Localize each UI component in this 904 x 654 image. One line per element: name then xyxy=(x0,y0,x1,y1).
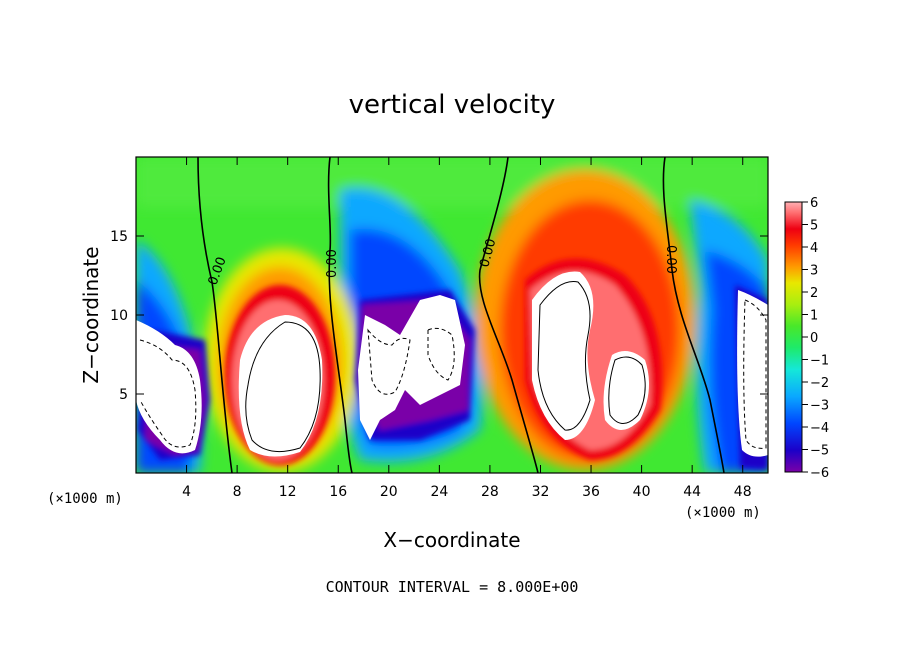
x-tick-label-1: 8 xyxy=(233,484,242,500)
colorbar-label-12: −6 xyxy=(810,466,829,481)
colorbar xyxy=(784,201,803,473)
colorbar-label-1: 5 xyxy=(810,219,818,234)
contour-label-1: 0.00 xyxy=(325,249,340,278)
colorbar-label-2: 4 xyxy=(810,241,818,256)
zero-contours xyxy=(197,157,725,473)
colorbar-label-7: −1 xyxy=(810,354,829,369)
x-tick-label-6: 28 xyxy=(481,484,499,500)
x-tick-label-3: 16 xyxy=(329,484,347,500)
colorbar-axis: 6 5 4 3 2 1 0 −1 −2 −3 −4 −5 −6 xyxy=(802,196,829,481)
colorbar-label-9: −3 xyxy=(810,399,829,414)
x-tick-label-0: 4 xyxy=(182,484,191,500)
chart-title: vertical velocity xyxy=(349,90,556,120)
x-tick-label-2: 12 xyxy=(279,484,297,500)
y-axis: 5 10 15 xyxy=(110,229,768,403)
dashed-contours xyxy=(139,299,767,449)
x-tick-label-8: 36 xyxy=(582,484,600,500)
y-tick-label-1: 10 xyxy=(110,308,128,324)
colorbar-label-4: 2 xyxy=(810,286,818,301)
x-tick-label-11: 48 xyxy=(734,484,752,500)
x-unit-left: (×1000 m) xyxy=(47,491,123,507)
x-tick-label-4: 20 xyxy=(380,484,398,500)
x-tick-label-10: 44 xyxy=(683,484,701,500)
x-tick-label-7: 32 xyxy=(532,484,550,500)
x-tick-label-9: 40 xyxy=(633,484,651,500)
contour-label-3: 0.00 xyxy=(663,245,678,274)
y-axis-title: Z−coordinate xyxy=(79,246,103,383)
y-tick-label-2: 15 xyxy=(110,229,128,245)
colorbar-label-6: 0 xyxy=(810,331,818,346)
updraft-core-right-b xyxy=(603,351,649,430)
heatmap-field: 0.00 0.00 0.00 0.00 xyxy=(136,157,768,473)
contour-interval-note: CONTOUR INTERVAL = 8.000E+00 xyxy=(326,578,579,596)
colorbar-label-8: −2 xyxy=(810,376,829,391)
colorbar-label-0: 6 xyxy=(810,196,818,211)
contour-label-2: 0.00 xyxy=(477,237,499,269)
y-tick-label-0: 5 xyxy=(119,387,128,403)
colorbar-label-11: −5 xyxy=(810,444,829,459)
inner-contours xyxy=(245,280,646,453)
updraft-core-left xyxy=(238,315,323,457)
downdraft-core-center xyxy=(358,295,465,440)
x-unit-right: (×1000 m) xyxy=(685,505,761,521)
x-tick-label-5: 24 xyxy=(430,484,448,500)
updraft-core-right-a xyxy=(532,271,595,440)
x-axis-title: X−coordinate xyxy=(383,528,520,552)
x-axis: 4 8 12 16 20 24 28 32 36 40 44 48 xyxy=(182,157,752,500)
colorbar-label-10: −4 xyxy=(810,421,829,436)
colorbar-label-5: 1 xyxy=(810,309,818,324)
colorbar-label-3: 3 xyxy=(810,264,818,279)
